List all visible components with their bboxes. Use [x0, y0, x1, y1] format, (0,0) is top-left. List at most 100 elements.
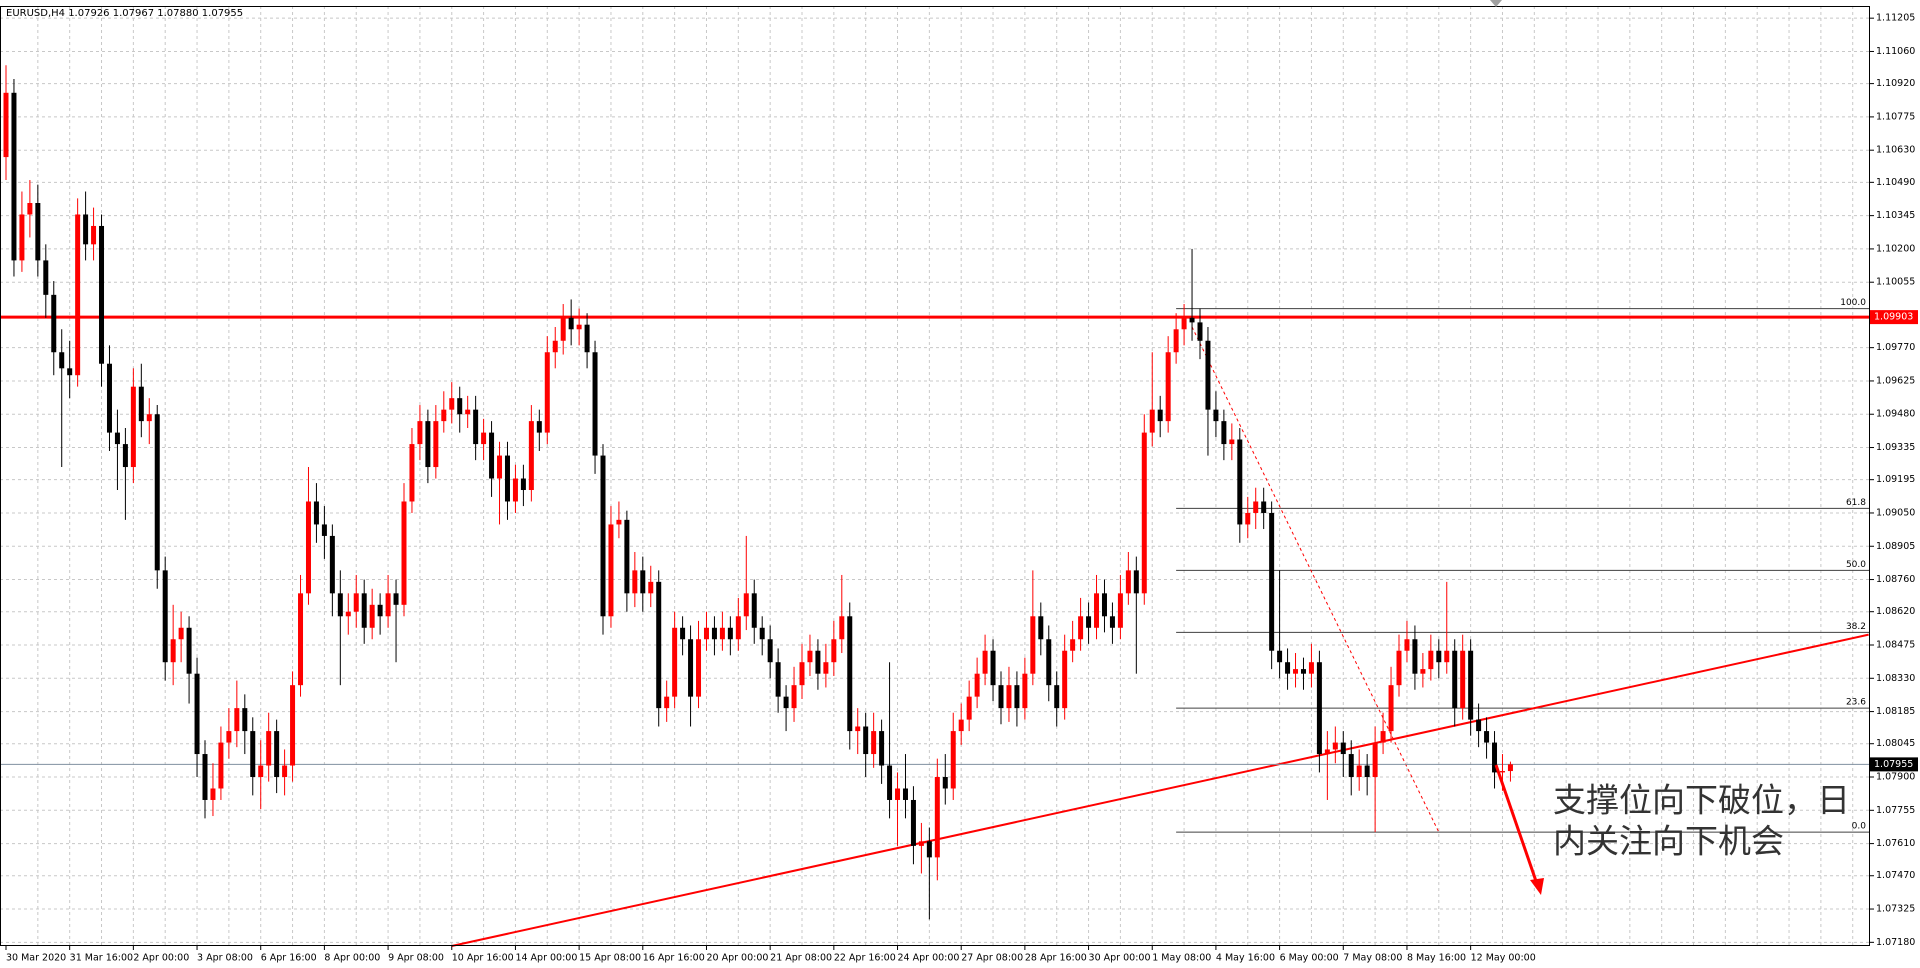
candle-body — [719, 627, 725, 640]
x-tick-label: 28 Apr 16:00 — [1025, 953, 1087, 964]
fib-label: 100.0 — [1840, 298, 1866, 308]
candle-body — [1348, 754, 1354, 778]
y-tick-label: 1.10345 — [1876, 210, 1915, 221]
y-tick-label: 1.10630 — [1876, 145, 1915, 156]
x-tick-label: 1 May 08:00 — [1152, 953, 1211, 964]
candle-body — [1428, 650, 1434, 670]
candle-body — [1078, 616, 1084, 640]
y-tick-label: 1.10200 — [1876, 243, 1915, 254]
candle-body — [1229, 439, 1235, 445]
x-tick-label: 24 Apr 00:00 — [898, 953, 960, 964]
trendline — [451, 633, 1869, 947]
candle-body — [1372, 742, 1378, 778]
candle-body — [218, 742, 224, 789]
candle-body — [1436, 650, 1442, 663]
candle-body — [178, 627, 184, 640]
arrow — [1494, 764, 1539, 885]
candle-body — [847, 616, 853, 732]
candle-body — [1221, 421, 1227, 445]
candle-body — [680, 627, 686, 640]
candle-body — [1141, 432, 1147, 594]
candle-body — [122, 444, 128, 468]
candle-body — [75, 214, 81, 376]
candle-body — [1117, 593, 1123, 628]
y-tick-label: 1.10490 — [1876, 177, 1915, 188]
candle-body — [1014, 685, 1020, 709]
candle-body — [43, 260, 49, 295]
y-tick-label: 1.07610 — [1876, 838, 1915, 849]
candle-body — [1316, 662, 1322, 755]
candle-body — [1189, 317, 1195, 323]
x-tick-label: 6 May 00:00 — [1280, 953, 1339, 964]
candle-body — [19, 214, 25, 261]
fib-label: 61.8 — [1846, 498, 1866, 508]
candle-body — [1046, 639, 1052, 686]
candle-body — [449, 398, 455, 410]
x-tick-label: 10 Apr 16:00 — [452, 953, 514, 964]
candle-body — [783, 696, 789, 709]
candle-body — [696, 639, 702, 697]
candle-body — [552, 340, 558, 353]
candle-body — [146, 414, 152, 422]
candle-body — [536, 421, 542, 433]
candle-body — [759, 627, 765, 640]
x-tick-label: 4 May 16:00 — [1216, 953, 1275, 964]
x-tick-label: 30 Mar 2020 — [6, 953, 66, 964]
candle-body — [735, 616, 741, 640]
candle-body — [1165, 352, 1171, 422]
candle-body — [329, 535, 335, 594]
candle-body — [1507, 764, 1513, 772]
candle-body — [1420, 669, 1426, 674]
candle-body — [473, 409, 479, 445]
candle-body — [902, 788, 908, 800]
candle-body — [751, 593, 757, 628]
candle-body — [1038, 616, 1044, 640]
candle-body — [640, 570, 646, 594]
candle-body — [114, 432, 120, 445]
candle-body — [1499, 771, 1505, 773]
candle-body — [592, 352, 598, 456]
y-tick-label: 1.11205 — [1876, 13, 1915, 24]
candle-body — [202, 754, 208, 800]
candle-body — [1460, 650, 1466, 709]
fib-label: 38.2 — [1846, 622, 1866, 632]
x-tick-label: 6 Apr 16:00 — [261, 953, 317, 964]
candle-body — [266, 731, 272, 766]
x-tick-label: 3 Apr 08:00 — [197, 953, 253, 964]
y-tick-label: 1.08045 — [1876, 738, 1915, 749]
candle-body — [3, 92, 9, 158]
x-tick-label: 8 Apr 00:00 — [324, 953, 380, 964]
candle-body — [1213, 409, 1219, 422]
candle-body — [871, 731, 877, 755]
candle-body — [727, 627, 733, 640]
candle-body — [1062, 650, 1068, 709]
axes: 1.11205 1.11060 1.10920 1.10775 1.10630 1.104… — [5, 13, 1918, 964]
candle-body — [83, 214, 89, 245]
price-box — [1870, 757, 1918, 772]
candle-body — [918, 841, 924, 846]
candle-body — [441, 409, 447, 422]
candle-body — [99, 225, 105, 364]
candle-body — [465, 409, 471, 415]
dotted-line — [1191, 326, 1440, 833]
candle-body — [59, 352, 65, 369]
candle-body — [1205, 340, 1211, 410]
candle-body — [138, 386, 144, 422]
candle-body — [1261, 501, 1267, 513]
candle-body — [942, 777, 948, 789]
candle-body — [345, 611, 351, 617]
candle-body — [282, 765, 288, 778]
y-tick-label: 1.09625 — [1876, 375, 1915, 386]
candle-body — [1237, 439, 1243, 525]
candle-body — [656, 581, 662, 709]
y-tick-label: 1.09050 — [1876, 507, 1915, 518]
candle-body — [855, 726, 861, 732]
candle-body — [1094, 593, 1100, 628]
candle-body — [170, 639, 176, 663]
candle-body — [632, 570, 638, 594]
candle-body — [91, 225, 97, 245]
candle-body — [982, 650, 988, 674]
candle-body — [1133, 570, 1139, 594]
